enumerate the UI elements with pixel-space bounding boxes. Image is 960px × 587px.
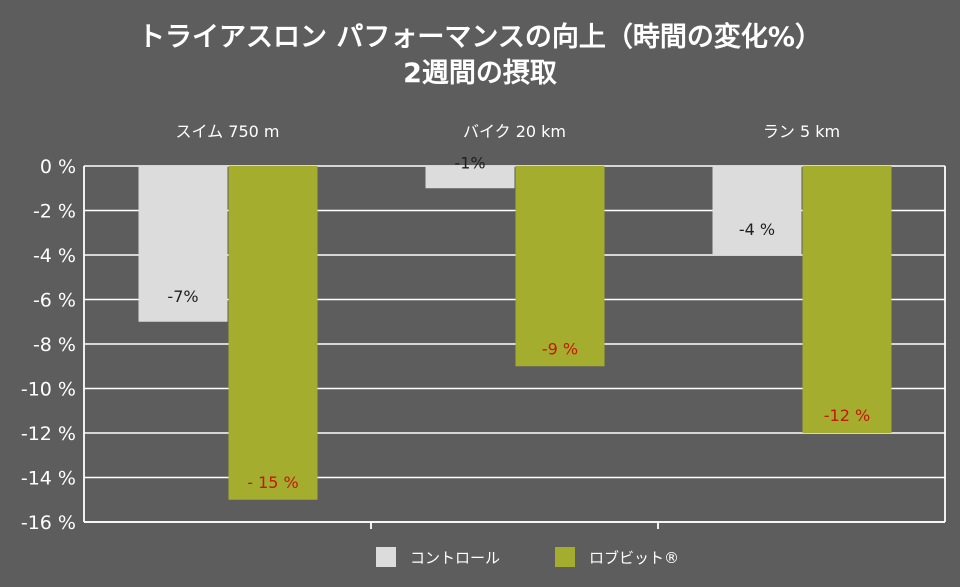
control-bar — [712, 166, 802, 255]
chart-subtitle: 2週間の摂取 — [403, 58, 557, 89]
axes — [83, 166, 946, 529]
control-value-label: -4 % — [739, 220, 775, 239]
category-label: ラン 5 km — [763, 122, 840, 141]
control-value-label: -7% — [167, 287, 198, 306]
legend-swatch — [376, 547, 396, 567]
lobbyt-bar — [802, 166, 892, 433]
y-tick-label: -6 % — [33, 290, 76, 312]
y-tick-label: -16 % — [21, 512, 76, 534]
legend-label: コントロール — [410, 549, 500, 567]
category-label: スイム 750 m — [176, 122, 280, 141]
y-tick-label: -8 % — [33, 334, 76, 356]
y-tick-label: -14 % — [21, 468, 76, 490]
bars — [138, 166, 892, 500]
lobbyt-value-label: -12 % — [824, 406, 870, 425]
control-bar — [425, 166, 515, 189]
lobbyt-value-label: -9 % — [542, 339, 578, 358]
chart-title: トライアスロン パフォーマンスの向上（時間の変化%） — [138, 21, 822, 53]
lobbyt-bar — [515, 166, 605, 367]
category-label: バイク 20 km — [463, 122, 566, 141]
y-tick-label: -10 % — [21, 379, 76, 401]
control-bar — [138, 166, 228, 322]
legend: コントロール ロブビット® — [376, 547, 679, 567]
control-value-label: -1% — [454, 153, 485, 172]
y-tick-label: -2 % — [33, 201, 76, 223]
y-tick-label: -4 % — [33, 245, 76, 267]
legend-swatch — [555, 547, 575, 567]
y-tick-label: -12 % — [21, 423, 76, 445]
lobbyt-bar — [228, 166, 318, 500]
labels: 0 % -2 % -4 % -6 % -8 % -10 % -12 % -14 % -16 % ス… — [21, 122, 870, 534]
legend-label: ロブビット® — [589, 549, 679, 567]
lobbyt-value-label: - 15 % — [247, 473, 299, 492]
y-tick-label: 0 % — [40, 156, 76, 178]
